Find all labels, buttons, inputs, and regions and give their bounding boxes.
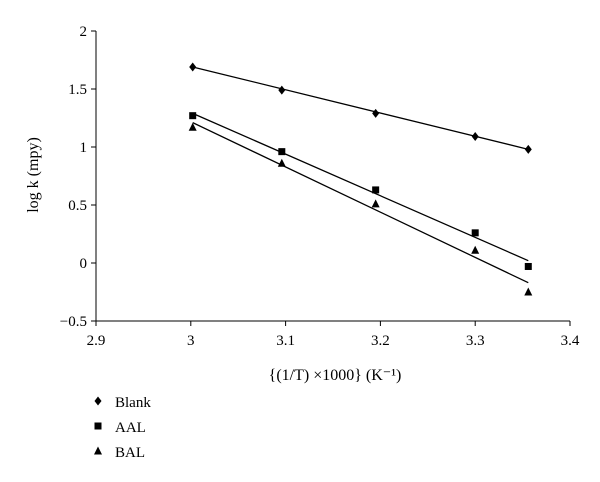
point-aal [524,262,532,270]
x-tick-label: 3 [187,333,195,349]
point-blank [189,62,197,72]
point-bal [471,245,480,254]
x-tick-label: 2.9 [87,333,106,349]
y-tick-label: 0.5 [68,198,87,214]
y-tick-label: 2 [80,24,88,40]
y-tick-label: −0.5 [60,314,87,330]
y-ticks: −0.5 0 0.5 1 1.5 2 [60,24,96,330]
x-tick-label: 3.4 [561,333,580,349]
x-tick-label: 3.2 [371,333,390,349]
y-tick-label: 1.5 [68,82,87,98]
legend-marker-bal [94,446,102,455]
points [188,62,533,296]
y-tick-label: 0 [80,256,88,272]
point-aal [471,229,479,237]
x-axis-label: {(1/T) ×1000} (K⁻¹) [269,367,402,384]
point-blank [278,85,286,95]
axes [95,31,570,322]
legend-marker-aal [94,422,102,430]
x-ticks: 2.9 3 3.1 3.2 3.3 3.4 [87,321,580,349]
legend-label-aal: AAL [115,420,146,436]
y-axis-label: log k (mpy) [25,137,42,213]
point-blank [471,132,479,142]
x-tick-label: 3.1 [276,333,295,349]
trendline-blank [192,66,529,150]
xlabel-text: {(1/T) ×1000} (K⁻¹) [269,367,402,384]
point-bal [188,122,197,131]
point-aal [278,148,286,156]
legend: Blank AAL BAL [94,395,151,461]
point-blank [372,108,380,118]
point-bal [371,199,380,208]
ylabel-text: log k (mpy) [25,137,42,213]
point-bal [277,158,286,167]
legend-label-bal: BAL [115,445,145,461]
point-bal [524,287,533,296]
point-blank [524,144,532,154]
legend-label-blank: Blank [115,395,151,411]
point-aal [372,186,380,194]
y-tick-label: 1 [80,140,88,156]
trendlines [192,66,529,284]
x-tick-label: 3.3 [466,333,485,349]
trendline-aal [192,112,529,262]
trendline-bal [192,122,529,284]
point-aal [189,112,197,120]
legend-marker-blank [94,396,102,406]
